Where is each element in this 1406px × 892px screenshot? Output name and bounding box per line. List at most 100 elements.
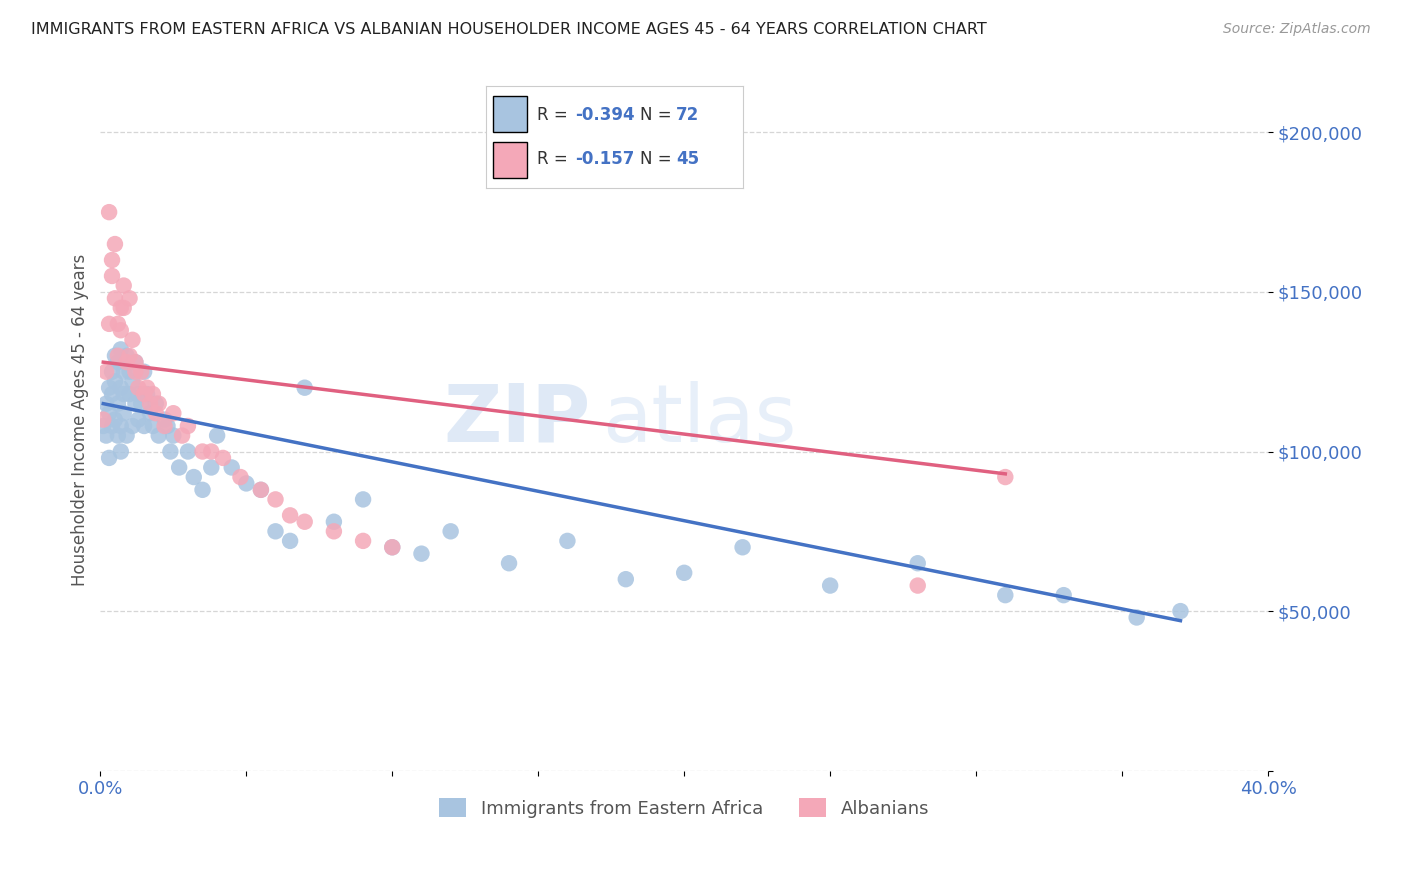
Point [250,483,273,497]
Point [112,365,135,379]
Point [134,419,156,434]
Point [411,547,433,561]
Point [112,387,135,401]
Point [200,444,222,458]
Point [1053,588,1076,602]
Point [139,406,162,420]
Point [129,365,152,379]
Point [381,541,404,555]
Point [104,237,127,252]
Point [118,365,141,379]
Point [183,470,205,484]
Point [235,476,257,491]
Point [139,397,162,411]
Point [162,406,184,420]
Point [96,365,118,379]
Point [673,566,696,580]
Point [96,428,118,442]
Point [104,349,127,363]
Point [907,556,929,570]
Point [294,381,316,395]
Point [145,397,167,411]
Point [104,291,127,305]
Point [614,572,637,586]
Point [98,406,121,420]
Point [148,397,170,411]
Point [98,381,121,395]
Point [107,355,129,369]
Text: ZIP: ZIP [443,381,591,458]
Point [167,460,190,475]
Point [101,253,124,268]
Point [994,470,1017,484]
Point [127,387,149,401]
Point [162,428,184,442]
Point [110,419,132,434]
Point [107,428,129,442]
Point [205,428,228,442]
Point [124,397,146,411]
Point [1170,604,1192,618]
Point [104,412,127,426]
Point [101,268,124,283]
Point [322,515,344,529]
Point [731,541,754,555]
Point [118,349,141,363]
Point [112,406,135,420]
Point [110,343,132,357]
Point [104,374,127,388]
Point [498,556,520,570]
Point [153,412,176,426]
Point [115,349,138,363]
Point [159,444,181,458]
Point [121,333,143,347]
Legend: Immigrants from Eastern Africa, Albanians: Immigrants from Eastern Africa, Albanian… [432,791,936,825]
Point [127,412,149,426]
Point [101,419,124,434]
Point [110,323,132,337]
Point [142,419,165,434]
Point [278,508,301,523]
Point [191,444,214,458]
Point [91,419,114,434]
Point [124,355,146,369]
Point [107,397,129,411]
Point [177,419,200,434]
Point [124,365,146,379]
Point [907,578,929,592]
Point [557,533,579,548]
Point [107,317,129,331]
Point [352,533,374,548]
Point [278,533,301,548]
Point [212,450,235,465]
Point [115,355,138,369]
Point [118,291,141,305]
Point [136,387,159,401]
Point [121,419,143,434]
Point [134,387,156,401]
Point [440,524,463,539]
Point [98,450,121,465]
Point [101,365,124,379]
Point [110,444,132,458]
Point [145,406,167,420]
Point [200,460,222,475]
Point [177,444,200,458]
Point [107,349,129,363]
Point [264,492,287,507]
Y-axis label: Householder Income Ages 45 - 64 years: Householder Income Ages 45 - 64 years [72,253,89,586]
Point [818,578,841,592]
Point [381,541,404,555]
Point [134,365,156,379]
Point [98,317,121,331]
Point [98,205,121,219]
Point [172,428,194,442]
Point [110,381,132,395]
Point [264,524,287,539]
Point [112,278,135,293]
Point [191,483,214,497]
Point [994,588,1017,602]
Text: IMMIGRANTS FROM EASTERN AFRICA VS ALBANIAN HOUSEHOLDER INCOME AGES 45 - 64 YEARS: IMMIGRANTS FROM EASTERN AFRICA VS ALBANI… [31,22,987,37]
Point [1125,610,1147,624]
Point [229,470,252,484]
